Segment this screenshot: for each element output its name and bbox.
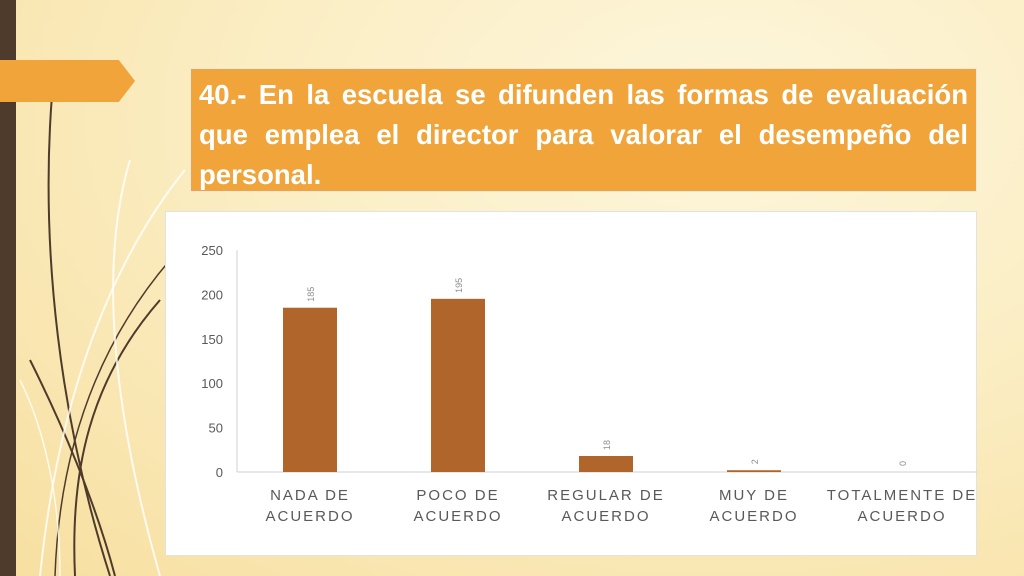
y-tick-label: 150: [201, 332, 223, 347]
title-box: 40.- En la escuela se difunden las forma…: [190, 68, 977, 192]
y-tick-label: 200: [201, 287, 223, 302]
x-tick-label: ACUERDO: [561, 508, 650, 525]
y-tick-label: 100: [201, 376, 223, 391]
x-tick-label: ACUERDO: [413, 508, 502, 525]
y-tick-label: 250: [201, 243, 223, 258]
x-tick-label: ACUERDO: [857, 508, 946, 525]
data-label: 185: [306, 287, 316, 302]
chart-panel: 0 50 100 150 200 250 185 NADA DE ACUERDO 195 POCO …: [165, 211, 977, 556]
decorative-swirl: [19, 94, 186, 576]
bar: [283, 307, 337, 472]
data-label: 18: [602, 440, 612, 450]
x-tick-label: MUY DE: [719, 487, 789, 504]
bar: [431, 298, 485, 472]
x-tick-label: NADA DE: [270, 487, 350, 504]
x-tick-label: ACUERDO: [265, 508, 354, 525]
arrow-tab-decoration: [0, 60, 135, 102]
data-label: 195: [454, 278, 464, 293]
y-tick-label: 50: [209, 421, 223, 436]
x-tick-label: TOTALMENTE DE: [827, 487, 977, 504]
bar: [579, 456, 633, 472]
bar-chart: 0 50 100 150 200 250 185 NADA DE ACUERDO 195 POCO …: [201, 243, 977, 525]
bar: [727, 470, 781, 472]
y-tick-label: 0: [216, 465, 223, 480]
x-tick-label: POCO DE: [416, 487, 499, 504]
data-label: 2: [750, 459, 760, 464]
x-tick-label: REGULAR DE: [547, 487, 665, 504]
left-accent-bar: [0, 0, 16, 576]
slide-title: 40.- En la escuela se difunden las forma…: [199, 79, 968, 190]
x-tick-label: ACUERDO: [709, 508, 798, 525]
data-label: 0: [898, 461, 908, 466]
